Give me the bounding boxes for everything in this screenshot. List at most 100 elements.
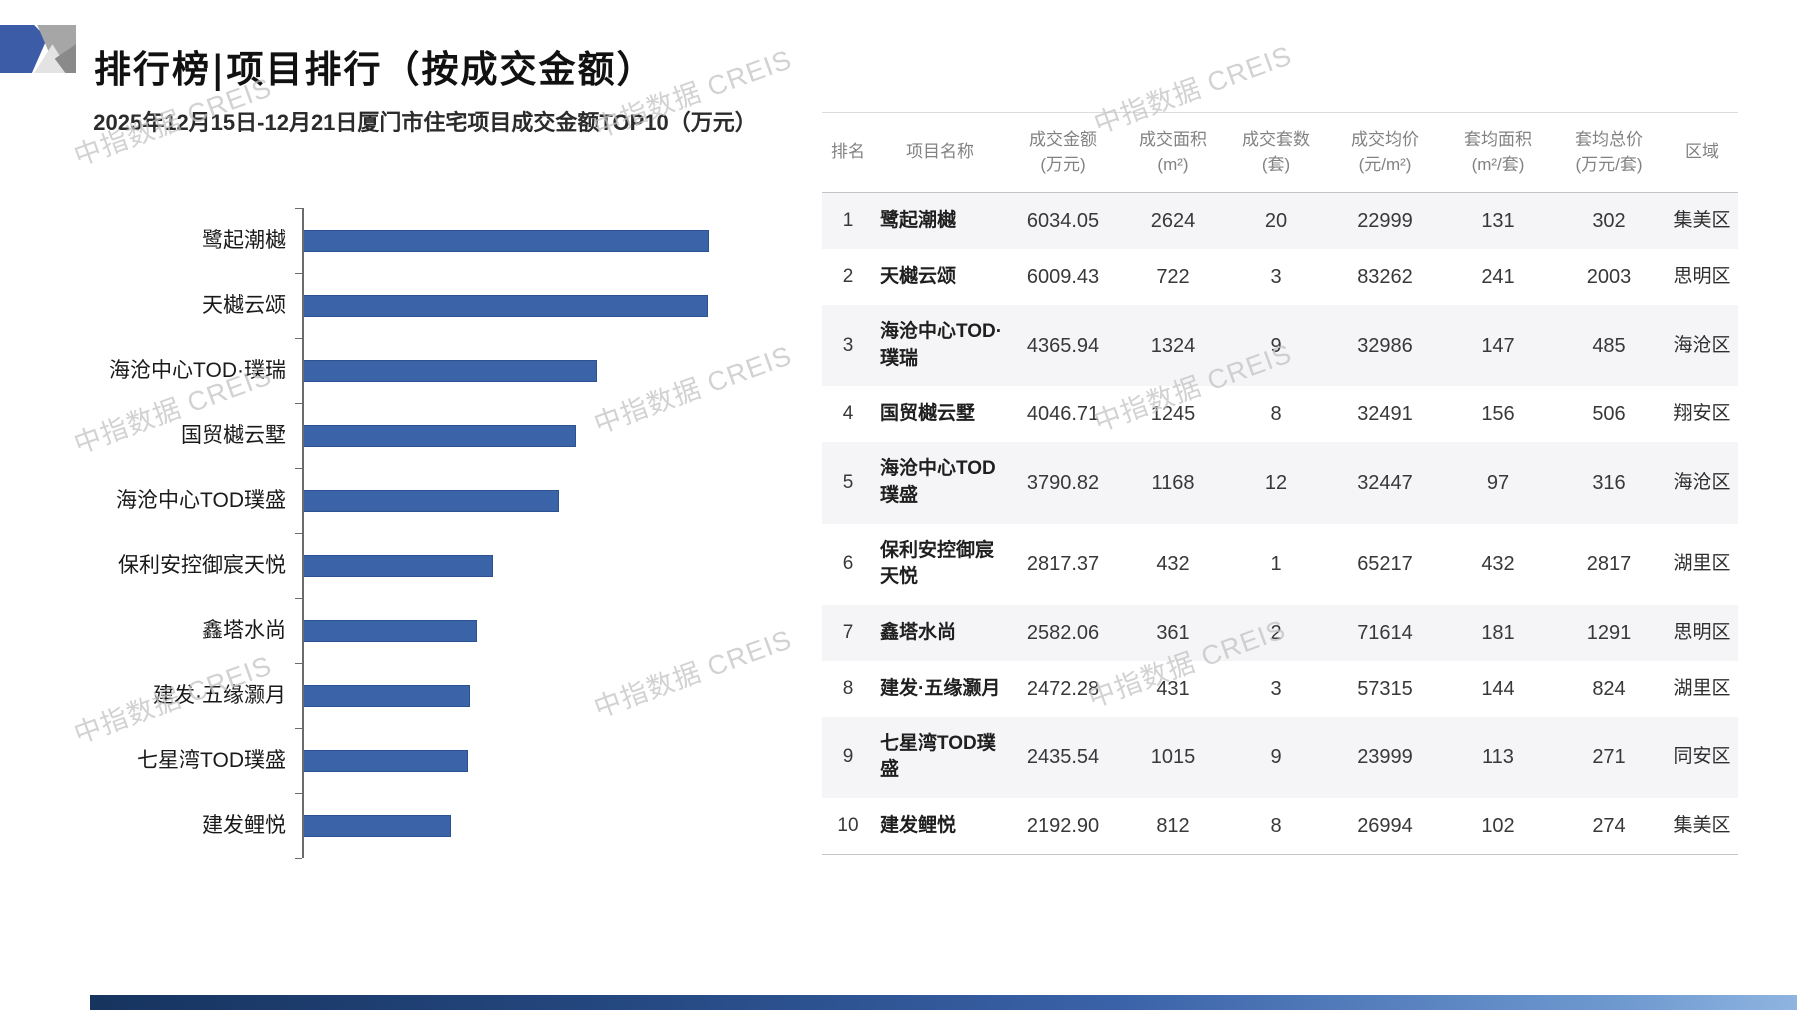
cell-area: 431: [1156, 677, 1190, 700]
cell-avg_area: 131: [1481, 210, 1515, 233]
category-label: 建发·五缘灏月: [153, 683, 286, 707]
cell-avg_area: 156: [1481, 403, 1515, 426]
cell-name: 海沧中心TOD·璞瑞: [880, 321, 1003, 369]
cell-avg_total: 271: [1592, 746, 1626, 769]
cell-district: 集美区: [1673, 209, 1731, 231]
cell-avg_price: 32447: [1357, 472, 1413, 495]
cell-name: 国贸樾云墅: [880, 403, 976, 425]
cell-avg_price: 71614: [1357, 621, 1413, 644]
category-label: 国贸樾云墅: [181, 423, 286, 447]
cell-avg_total: 274: [1552, 798, 1666, 856]
value-bar: [304, 359, 598, 382]
cell-amount: 2582.06: [1026, 621, 1100, 644]
cell-avg_area: 144: [1481, 677, 1515, 700]
cell-district: 翔安区: [1673, 403, 1731, 425]
cell-avg_area: 432: [1481, 553, 1515, 576]
cell-rank: 4: [842, 403, 854, 425]
cell-units: 20: [1264, 210, 1288, 233]
bar-track: [302, 728, 802, 793]
column-header: 套均面积 (m²/套): [1444, 111, 1552, 194]
cell-name: 鑫塔水尚: [880, 621, 957, 643]
cell-avg_price: 65217: [1357, 553, 1413, 576]
cell-amount: 6034.05: [1026, 210, 1100, 233]
cell-district: 集美区: [1666, 798, 1738, 856]
cell-name: 建发鲤悦: [874, 798, 1006, 856]
column-header: 成交均价 (元/m²): [1326, 111, 1444, 194]
cell-avg_price: 23999: [1357, 746, 1413, 769]
column-header: 套均总价 (万元/套): [1552, 111, 1666, 194]
chart-category-row: 七星湾TOD璞盛: [72, 728, 802, 794]
column-header: 项目名称: [874, 111, 1006, 194]
cell-units: 9: [1270, 334, 1282, 357]
chart-category-row: 建发·五缘灏月: [72, 663, 802, 729]
table-row: 7 鑫塔水尚 2582.06 361 2 71614 181 1291 思明区: [822, 604, 1738, 661]
cell-amount: 2472.28: [1026, 677, 1100, 700]
cell-avg_price: 57315: [1357, 677, 1413, 700]
column-header: 区域: [1666, 111, 1738, 194]
cell-units: 12: [1264, 472, 1288, 495]
chart-category-row: 海沧中心TOD·璞瑞: [72, 338, 802, 404]
bar-track: [302, 338, 802, 403]
cell-rank: 1: [842, 209, 854, 231]
cell-district: 同安区: [1673, 746, 1731, 768]
cell-units: 2: [1270, 621, 1282, 644]
cell-avg_price: 22999: [1357, 210, 1413, 233]
category-label: 鑫塔水尚: [202, 618, 286, 642]
category-label: 七星湾TOD璞盛: [137, 748, 286, 772]
cell-area: 1015: [1150, 746, 1196, 769]
cell-units: 8: [1270, 403, 1282, 426]
cell-units: 3: [1270, 266, 1282, 289]
cell-name: 保利安控御宸天悦: [880, 539, 995, 588]
cell-rank: 7: [842, 621, 854, 643]
cell-avg_area: 147: [1481, 334, 1515, 357]
table-row: 4 国贸樾云墅 4046.71 1245 8 32491 156 506 翔安区: [822, 386, 1738, 442]
cell-amount: 4046.71: [1026, 403, 1100, 426]
chart-category-row: 建发鲤悦: [72, 793, 802, 859]
table-row: 1 鹭起潮樾 6034.05 2624 20 22999 131 302 集美区: [822, 192, 1738, 250]
table-row: 3 海沧中心TOD·璞瑞 4365.94 1324 9 32986 147 485 海沧区: [822, 305, 1738, 387]
ranking-table: 排名 项目名称 成交金额 (万元) 成交面积 (m²) 成交套数 (套) 成交均价 (元/m²) 套…: [822, 111, 1738, 856]
cell-district: 海沧区: [1673, 471, 1731, 493]
chart-category-row: 天樾云颂: [72, 273, 802, 339]
cell-avg_price: 32491: [1357, 403, 1413, 426]
table-row: 6 保利安控御宸天悦 2817.37 432 1 65217 432 2817 湖里区: [822, 524, 1738, 605]
category-label: 保利安控御宸天悦: [118, 553, 286, 577]
chart-category-row: 国贸樾云墅: [72, 403, 802, 469]
value-bar: [304, 229, 710, 252]
column-header: 成交套数 (套): [1226, 111, 1326, 194]
cell-area: 722: [1156, 266, 1190, 289]
cell-units: 9: [1270, 746, 1282, 769]
cell-name: 鹭起潮樾: [880, 209, 957, 231]
cell-rank: 10: [822, 798, 874, 856]
cell-area: 812: [1120, 798, 1226, 856]
cell-avg_price: 83262: [1357, 266, 1413, 289]
chart-category-row: 鑫塔水尚: [72, 598, 802, 664]
chart-category-row: 海沧中心TOD璞盛: [72, 468, 802, 534]
table-row: 9 七星湾TOD璞盛 2435.54 1015 9 23999 113 271 同安区: [822, 716, 1738, 799]
cell-name: 天樾云颂: [880, 265, 957, 287]
creis-logo: [0, 25, 76, 73]
cell-rank: 5: [842, 471, 854, 493]
category-label: 海沧中心TOD·璞瑞: [109, 358, 286, 382]
bar-track: [302, 273, 802, 338]
bar-track: [302, 663, 802, 728]
cell-area: 2624: [1150, 210, 1196, 233]
cell-rank: 6: [842, 552, 854, 574]
cell-amount: 2192.90: [1006, 798, 1120, 856]
cell-rank: 9: [842, 746, 854, 768]
table-row: 8 建发·五缘灏月 2472.28 431 3 57315 144 824 湖里区: [822, 661, 1738, 717]
table-body: 1 鹭起潮樾 6034.05 2624 20 22999 131 302 集美区 2 天樾云颂 600…: [822, 192, 1738, 856]
cell-name: 七星湾TOD璞盛: [880, 732, 996, 781]
value-bar: [304, 814, 452, 837]
category-label: 海沧中心TOD璞盛: [116, 488, 286, 512]
table-row: 10 建发鲤悦 2192.90 812 8 26994 102 274 集美区: [822, 798, 1738, 856]
cell-avg_total: 316: [1592, 472, 1626, 495]
chart-category-row: 鹭起潮樾: [72, 208, 802, 274]
cell-district: 湖里区: [1673, 552, 1731, 574]
bar-track: [302, 208, 802, 273]
cell-area: 1168: [1151, 472, 1195, 495]
value-bar: [304, 489, 559, 512]
cell-district: 海沧区: [1673, 334, 1731, 356]
cell-area: 432: [1156, 553, 1190, 576]
cell-avg_area: 113: [1482, 746, 1514, 769]
